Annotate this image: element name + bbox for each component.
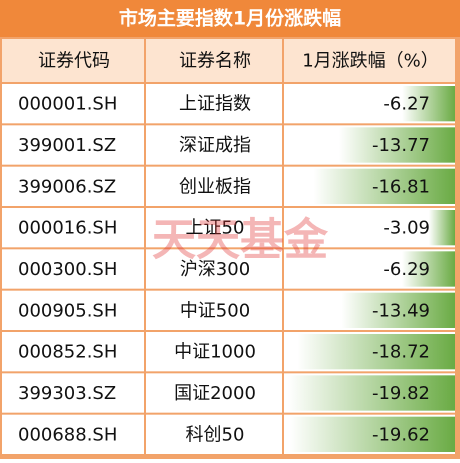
data-bar bbox=[402, 251, 455, 287]
cell bbox=[146, 208, 282, 248]
cell bbox=[146, 414, 282, 454]
data-bar bbox=[313, 168, 455, 204]
data-bar bbox=[428, 210, 455, 246]
cell bbox=[284, 208, 455, 248]
column-header: 1月涨跌幅（%） bbox=[302, 51, 439, 72]
code: 000300.SH bbox=[18, 259, 117, 280]
name: 上证指数 bbox=[179, 94, 251, 115]
cell bbox=[146, 290, 282, 330]
name: 创业板指 bbox=[179, 176, 251, 197]
code: 399303.SZ bbox=[18, 383, 116, 404]
change: -16.81 bbox=[372, 176, 430, 197]
code: 399001.SZ bbox=[18, 135, 116, 156]
cell bbox=[146, 125, 282, 165]
cell bbox=[2, 373, 144, 413]
cell bbox=[146, 166, 282, 206]
cell bbox=[146, 249, 282, 289]
cell bbox=[2, 125, 144, 165]
cell bbox=[2, 290, 144, 330]
name: 沪深300 bbox=[180, 259, 250, 280]
change: -19.62 bbox=[372, 424, 430, 445]
cell bbox=[2, 166, 144, 206]
code: 000852.SH bbox=[18, 342, 117, 363]
data-bar bbox=[341, 292, 455, 328]
change: -6.27 bbox=[383, 94, 430, 115]
code: 399006.SZ bbox=[18, 176, 116, 197]
change: -13.77 bbox=[372, 135, 430, 156]
change: -6.29 bbox=[383, 259, 430, 280]
change: -13.49 bbox=[372, 300, 430, 321]
code: 000905.SH bbox=[18, 300, 117, 321]
data-bar bbox=[338, 127, 455, 163]
code: 000688.SH bbox=[18, 424, 117, 445]
cell bbox=[146, 332, 282, 372]
code: 000016.SH bbox=[18, 218, 117, 239]
cell bbox=[146, 373, 282, 413]
name: 深证成指 bbox=[179, 135, 251, 156]
change: -3.09 bbox=[383, 218, 430, 239]
data-bar bbox=[289, 416, 455, 452]
cell bbox=[2, 84, 144, 124]
cell bbox=[2, 249, 144, 289]
name: 国证2000 bbox=[174, 383, 256, 404]
name: 中证1000 bbox=[174, 342, 256, 363]
data-bar bbox=[297, 334, 455, 370]
column-header: 证券名称 bbox=[179, 51, 251, 72]
name: 科创50 bbox=[186, 424, 245, 445]
title: 市场主要指数1月份涨跌幅 bbox=[119, 7, 341, 30]
name: 中证500 bbox=[180, 300, 250, 321]
code: 000001.SH bbox=[18, 94, 117, 115]
column-header: 证券代码 bbox=[38, 51, 110, 72]
header-cell bbox=[284, 39, 455, 82]
watermark: 天天基金 bbox=[152, 215, 329, 266]
title-bar bbox=[0, 0, 460, 37]
cell bbox=[146, 84, 282, 124]
name: 上证50 bbox=[186, 218, 245, 239]
data-bar bbox=[402, 86, 455, 122]
cell bbox=[2, 414, 144, 454]
change: -18.72 bbox=[372, 342, 430, 363]
header-cell bbox=[146, 39, 282, 82]
cell bbox=[2, 208, 144, 248]
change: -19.82 bbox=[372, 383, 430, 404]
data-bar bbox=[288, 375, 455, 411]
header-cell bbox=[2, 39, 144, 82]
cell bbox=[2, 332, 144, 372]
